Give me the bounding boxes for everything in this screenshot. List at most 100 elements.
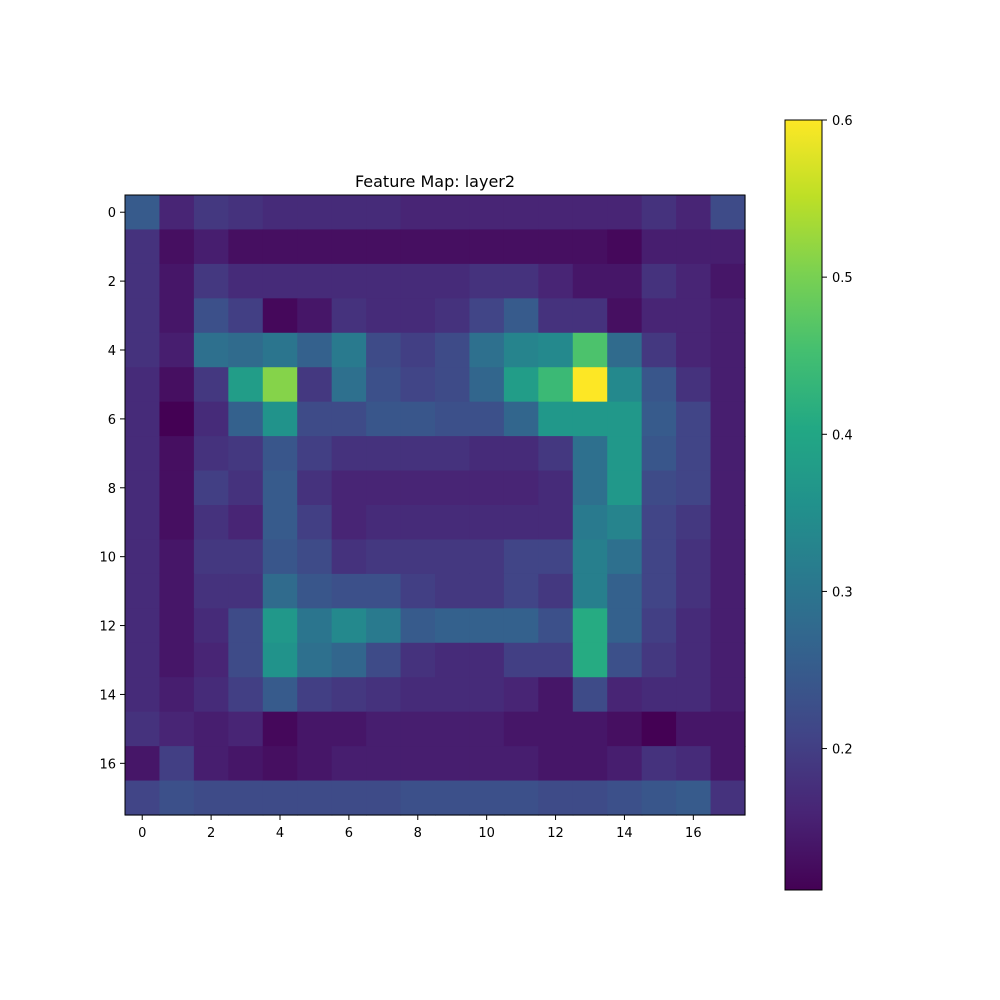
y-tick-label: 12 <box>99 620 116 635</box>
heatmap-cell <box>710 505 746 541</box>
heatmap-cell <box>538 608 574 644</box>
y-tick-label: 4 <box>108 344 116 359</box>
heatmap-cell <box>710 539 746 575</box>
heatmap-cell <box>607 780 643 816</box>
heatmap-cell <box>193 642 229 678</box>
heatmap-cell <box>331 505 367 541</box>
heatmap-cell <box>676 677 712 713</box>
heatmap-cell <box>710 436 746 472</box>
heatmap-cell <box>262 746 298 782</box>
heatmap-cell <box>503 332 539 368</box>
heatmap-cell <box>710 746 746 782</box>
heatmap-cell <box>676 746 712 782</box>
heatmap-frame <box>124 194 746 816</box>
heatmap-cell <box>710 263 746 299</box>
heatmap-cell <box>641 746 677 782</box>
x-tick-label: 16 <box>685 826 702 841</box>
heatmap-cell <box>572 195 608 231</box>
heatmap-cell <box>607 746 643 782</box>
heatmap-cell <box>193 677 229 713</box>
colorbar-tick-label: 0.3 <box>832 585 853 600</box>
heatmap-cell <box>538 746 574 782</box>
colorbar-tick-label: 0.5 <box>832 271 853 286</box>
heatmap-cell <box>607 229 643 265</box>
heatmap-cell <box>400 505 436 541</box>
heatmap-cell <box>262 229 298 265</box>
x-tick-label: 12 <box>547 826 564 841</box>
heatmap-cell <box>297 332 333 368</box>
heatmap-cell <box>469 298 505 334</box>
heatmap-cell <box>710 677 746 713</box>
heatmap-cell <box>159 298 195 334</box>
heatmap-cell <box>125 332 161 368</box>
heatmap-cell <box>503 263 539 299</box>
heatmap-cell <box>435 367 471 403</box>
heatmap-cell <box>193 229 229 265</box>
heatmap-cell <box>676 436 712 472</box>
heatmap-cell <box>641 677 677 713</box>
heatmap-cell <box>159 573 195 609</box>
heatmap-cell <box>125 677 161 713</box>
heatmap-cell <box>193 573 229 609</box>
heatmap-cell <box>193 470 229 506</box>
heatmap-cell <box>262 780 298 816</box>
heatmap-cell <box>228 298 264 334</box>
heatmap-cell <box>538 229 574 265</box>
heatmap-cell <box>538 539 574 575</box>
heatmap-cell <box>331 470 367 506</box>
heatmap-cell <box>297 367 333 403</box>
heatmap-cell <box>125 505 161 541</box>
heatmap-cell <box>400 229 436 265</box>
heatmap-cell <box>262 367 298 403</box>
heatmap-cell <box>159 711 195 747</box>
colorbar-tick-label: 0.2 <box>832 743 853 758</box>
heatmap-cell <box>331 195 367 231</box>
heatmap-cell <box>400 677 436 713</box>
heatmap-cell <box>641 642 677 678</box>
heatmap-cell <box>469 608 505 644</box>
heatmap-cell <box>641 401 677 437</box>
heatmap-cell <box>676 298 712 334</box>
heatmap-cell <box>297 505 333 541</box>
heatmap-cell <box>676 608 712 644</box>
heatmap-cell <box>503 401 539 437</box>
heatmap-cell <box>676 642 712 678</box>
heatmap-cell <box>641 470 677 506</box>
heatmap-cell <box>159 505 195 541</box>
heatmap-cell <box>400 780 436 816</box>
heatmap-cell <box>572 711 608 747</box>
heatmap-cell <box>607 573 643 609</box>
heatmap-cell <box>331 436 367 472</box>
heatmap-cell <box>193 436 229 472</box>
heatmap-cell <box>538 401 574 437</box>
heatmap-cell <box>435 711 471 747</box>
heatmap-cell <box>572 229 608 265</box>
heatmap-cell <box>297 229 333 265</box>
heatmap-cell <box>193 711 229 747</box>
heatmap-cell <box>572 573 608 609</box>
heatmap-cell <box>228 195 264 231</box>
heatmap-cell <box>297 263 333 299</box>
y-tick-label: 10 <box>99 551 116 566</box>
heatmap-cell <box>366 505 402 541</box>
heatmap-cell <box>641 608 677 644</box>
heatmap-cell <box>331 711 367 747</box>
heatmap-cell <box>607 436 643 472</box>
heatmap-cell <box>331 229 367 265</box>
heatmap-cell <box>125 470 161 506</box>
heatmap-cell <box>503 608 539 644</box>
heatmap-cell <box>193 746 229 782</box>
heatmap-cell <box>469 505 505 541</box>
heatmap-cell <box>538 367 574 403</box>
heatmap-cell <box>676 505 712 541</box>
heatmap-cell <box>469 401 505 437</box>
heatmap-cell <box>572 746 608 782</box>
heatmap-cell <box>469 711 505 747</box>
heatmap-cell <box>331 401 367 437</box>
heatmap-cell <box>710 401 746 437</box>
heatmap-cell <box>503 298 539 334</box>
heatmap-cell <box>710 573 746 609</box>
heatmap-cell <box>572 367 608 403</box>
heatmap-cell <box>710 780 746 816</box>
heatmap-cell <box>297 539 333 575</box>
